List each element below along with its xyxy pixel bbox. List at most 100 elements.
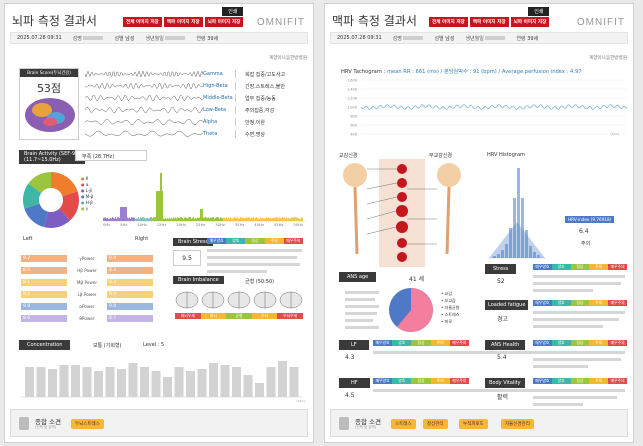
- brand-logo: OMNIFIT: [257, 17, 305, 28]
- right-power-value: 8.3: [107, 279, 153, 286]
- spectrum-bar: [190, 217, 191, 221]
- summary-sub: (선택 및 입력): [355, 425, 376, 430]
- spectrum-bar: [169, 218, 170, 221]
- summary-tag-brain-stress[interactable]: 두뇌스트레스: [71, 419, 104, 429]
- spectrum-bar: [288, 218, 289, 221]
- spectrum-bar: [133, 217, 134, 221]
- band-donut-chart: [21, 170, 81, 230]
- ans-age-label: ANS age: [339, 272, 376, 282]
- blurred-birth: [165, 36, 185, 40]
- spectrum-bar: [283, 218, 284, 221]
- print-button[interactable]: 인쇄: [528, 7, 549, 16]
- spectrum-bar: [206, 218, 207, 221]
- lr-power-row: 8.1 Mβ Power 8.3: [21, 276, 153, 288]
- save-pulse-image-button[interactable]: 맥파 이미지 저장: [470, 17, 509, 27]
- summary-tag-stress[interactable]: 스트레스: [391, 419, 416, 429]
- spectrum-bar: [246, 217, 247, 221]
- right-power-value: 8.9: [107, 255, 153, 262]
- spectrum-bar: [108, 219, 109, 221]
- right-power-value: 8.5: [107, 291, 153, 298]
- spectrum-bar: [238, 219, 239, 221]
- spectrum-bar: [194, 219, 195, 221]
- spectrum-bar: [189, 217, 190, 221]
- spectrum-bar: [131, 217, 132, 221]
- spectrum-bar: [191, 219, 192, 221]
- spectrum-bar: [167, 218, 168, 221]
- birth-label: 생년월일: [145, 36, 163, 42]
- lr-power-row: 8.1 Lβ Power 8.5: [21, 288, 153, 300]
- summary-tag-ans-care[interactable]: 자율신경관리: [501, 419, 534, 429]
- spectrum-bar: [158, 191, 159, 221]
- spectrum-bar: [163, 219, 164, 221]
- summary-footer: 종합 소견 (선택 및 입력) 두뇌스트레스: [10, 409, 308, 437]
- save-all-image-button[interactable]: 전체 이미지 저장: [123, 17, 162, 27]
- histogram-triangle: [489, 222, 545, 258]
- spectrum-bar: [282, 217, 283, 221]
- tachogram-ytick: 1,400: [347, 88, 357, 92]
- spectrum-bar: [278, 218, 279, 221]
- concentration-time-label: (sec): [296, 399, 305, 403]
- gender-label: 성별: [434, 36, 443, 42]
- ans-desc: [345, 290, 381, 332]
- spectrum-bar: [294, 217, 295, 221]
- right-power-value: 8.7: [107, 315, 153, 322]
- tachogram-header: HRV Tachogram : mean RR : 661 (ms) / 분당심…: [341, 68, 582, 75]
- spectrum-bar: [181, 217, 182, 221]
- spectrum-bar: [215, 218, 216, 221]
- spectrum-bar: [299, 219, 300, 221]
- spectrum-bar: [202, 209, 203, 221]
- concentration-bar: [198, 369, 207, 397]
- save-eeg-image-button[interactable]: 뇌파 이미지 저장: [205, 17, 244, 27]
- spectrum-bar: [121, 207, 122, 221]
- power-label: Lβ Power: [70, 292, 104, 297]
- summary-tag-normal-care[interactable]: 정상관리: [423, 419, 448, 429]
- save-button-group: 인쇄 전체 이미지 저장 맥파 이미지 저장 뇌파 이미지 저장: [429, 7, 549, 27]
- save-pulse-image-button[interactable]: 맥파 이미지 저장: [164, 17, 203, 27]
- spectrum-bar: [300, 219, 301, 221]
- spectrum-bar: [203, 218, 204, 221]
- spectrum-bar: [256, 217, 257, 221]
- spectrum-bar: [229, 218, 230, 221]
- spectrum-bar: [186, 218, 187, 221]
- spectrum-bar: [291, 218, 292, 221]
- left-header: Left: [23, 236, 32, 242]
- spectrum-bar: [232, 219, 233, 221]
- spectrum-bar: [168, 219, 169, 221]
- spectrum-bar: [234, 217, 235, 221]
- tachogram-time-label: (sec): [610, 132, 619, 136]
- spectrum-bar: [120, 207, 121, 221]
- spectrum-bar: [207, 218, 208, 221]
- spectrum-bar: [170, 219, 171, 221]
- vitality-value: 활력: [497, 392, 508, 401]
- print-button[interactable]: 인쇄: [222, 7, 243, 16]
- save-all-image-button[interactable]: 전체 이미지 저장: [429, 17, 468, 27]
- patient-info-bar: 2025.07.28 09:31 성명 성별 남성 생년월일 연령 39세: [10, 32, 308, 44]
- save-eeg-image-button[interactable]: 뇌파 이미지 저장: [511, 17, 550, 27]
- spectrum-bar: [157, 191, 158, 221]
- gender-value: 남성: [445, 36, 454, 42]
- left-power-value: 8.1: [21, 279, 67, 286]
- spectrum-bar: [132, 217, 133, 221]
- spectrum-bar: [290, 218, 291, 221]
- spectrum-bar: [199, 218, 200, 221]
- parasympathetic-label: 부교감신경: [429, 152, 452, 159]
- lr-power-row: 9.2 γPower 8.9: [21, 252, 153, 264]
- brain-score-label: Brain Score(두뇌건강): [20, 69, 78, 77]
- summary-tag-fatigue[interactable]: 누적피로도: [459, 419, 488, 429]
- hf-scale: 매우양호 양호 정상 주의 매우주의: [373, 378, 469, 384]
- spectrum-bar: [172, 219, 173, 221]
- spectrum-bar: [128, 218, 129, 221]
- spectrum-bar: [119, 218, 120, 221]
- spectrum-bar: [280, 218, 281, 221]
- spectrum-bar: [135, 219, 136, 221]
- spectrum-bar: [239, 218, 240, 221]
- concentration-bar: [129, 363, 138, 397]
- spectrum-bar: [137, 219, 138, 221]
- spectrum-bar: [261, 218, 262, 221]
- spectrum-bar: [266, 217, 267, 221]
- spectrum-bar: [245, 218, 246, 221]
- spectrum-bar: [143, 217, 144, 221]
- lr-power-row: 8.6 θPower 8.7: [21, 312, 153, 324]
- spectrum-bar: [134, 218, 135, 221]
- spectrum-bar: [296, 217, 297, 221]
